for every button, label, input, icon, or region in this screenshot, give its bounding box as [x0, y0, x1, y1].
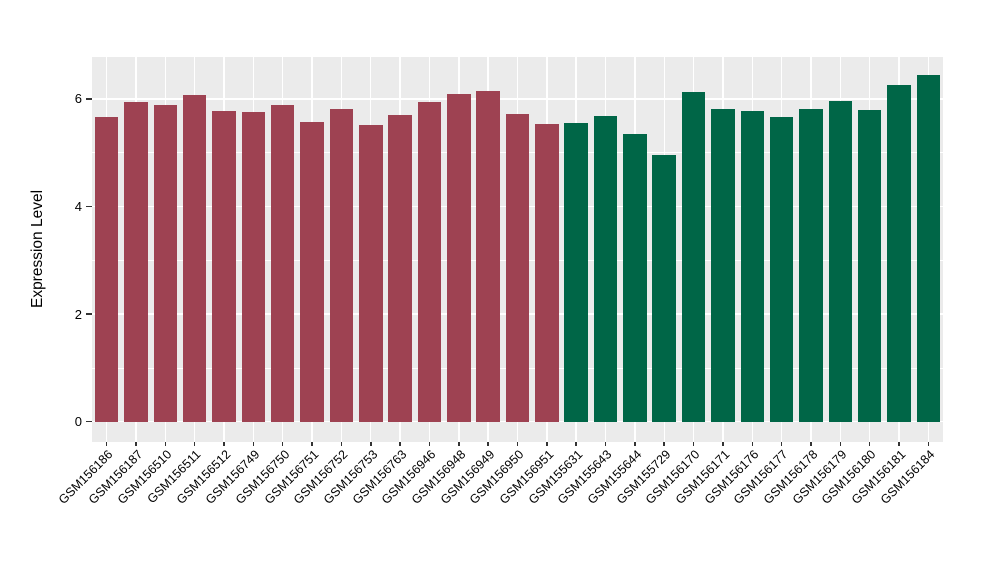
- bar: [769, 117, 794, 422]
- x-tick-mark: [458, 442, 460, 446]
- bar: [359, 125, 383, 422]
- bar: [241, 111, 266, 422]
- bar: [417, 101, 442, 422]
- bar: [271, 104, 295, 422]
- bar: [681, 92, 706, 422]
- bar: [329, 108, 354, 422]
- y-tick-label: 4: [74, 199, 82, 214]
- x-tick-mark: [428, 442, 431, 446]
- bar: [388, 115, 412, 422]
- x-tick-mark: [839, 442, 842, 446]
- bar: [505, 113, 530, 422]
- bar: [711, 109, 735, 422]
- y-tick-label: 6: [74, 91, 82, 107]
- x-tick-mark: [868, 442, 871, 446]
- x-tick-mark: [223, 442, 225, 446]
- x-tick-mark: [927, 442, 930, 446]
- x-tick-mark: [810, 442, 812, 446]
- y-tick-mark: [86, 98, 92, 100]
- x-tick-mark: [604, 442, 607, 446]
- bar: [652, 155, 676, 422]
- x-tick-mark: [340, 442, 343, 446]
- gridline-major: [92, 98, 943, 100]
- bar: [564, 122, 588, 422]
- bar: [476, 91, 500, 422]
- x-tick-mark: [105, 442, 108, 446]
- bar: [124, 101, 148, 422]
- x-tick-mark: [164, 442, 167, 446]
- bar: [740, 111, 764, 422]
- bar: [300, 122, 324, 422]
- x-tick-mark: [663, 442, 665, 446]
- x-tick-mark: [634, 442, 636, 446]
- x-tick-mark: [516, 442, 519, 446]
- x-tick-mark: [751, 442, 753, 446]
- y-tick-mark: [86, 313, 92, 315]
- x-tick-mark: [281, 442, 284, 446]
- bar: [857, 109, 882, 422]
- bar: [153, 104, 178, 422]
- x-tick-mark: [546, 442, 548, 446]
- x-tick-mark: [780, 442, 783, 446]
- x-tick-mark: [135, 442, 137, 446]
- bar: [535, 123, 559, 422]
- x-tick-mark: [311, 442, 313, 446]
- plot-panel: [92, 57, 943, 442]
- y-tick-label: 0: [74, 414, 82, 430]
- x-tick-mark: [193, 442, 196, 446]
- bar: [182, 94, 207, 422]
- x-tick-mark: [898, 442, 900, 446]
- bar: [212, 111, 236, 422]
- x-tick-mark: [487, 442, 489, 446]
- bar: [916, 75, 941, 422]
- y-axis-title: Expression Level: [29, 189, 46, 309]
- bar: [799, 109, 823, 422]
- x-tick-mark: [370, 442, 372, 446]
- x-tick-mark: [692, 442, 695, 446]
- y-tick-label: 2: [74, 306, 82, 322]
- bar: [887, 85, 911, 422]
- bar: [447, 93, 471, 422]
- x-tick-mark: [722, 442, 724, 446]
- bar: [623, 133, 647, 422]
- x-tick-mark: [252, 442, 255, 446]
- bar: [828, 100, 853, 422]
- bar: [593, 116, 618, 422]
- x-tick-mark: [575, 442, 577, 446]
- x-tick-mark: [399, 442, 401, 446]
- y-tick-mark: [86, 420, 92, 423]
- y-tick-mark: [86, 205, 92, 208]
- bar: [94, 116, 119, 422]
